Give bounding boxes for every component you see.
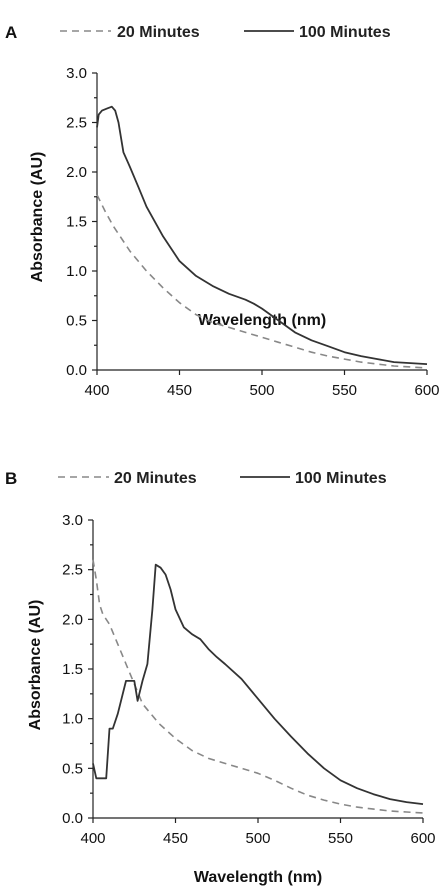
x-tick-label: 400 bbox=[80, 830, 105, 847]
x-tick-label: 600 bbox=[410, 830, 435, 847]
x-tick-label: 400 bbox=[84, 382, 109, 399]
series-line-100-minutes bbox=[92, 563, 424, 805]
chart-panel-a: A 20 Minutes 100 Minutes Absorbance (AU)… bbox=[5, 23, 440, 399]
y-tick-label: 0.5 bbox=[66, 313, 87, 330]
legend-label-20-minutes: 20 Minutes bbox=[117, 24, 200, 41]
y-tick-label: 0.0 bbox=[66, 362, 87, 379]
y-tick-label: 2.0 bbox=[66, 164, 87, 181]
y-tick-label: 1.5 bbox=[66, 214, 87, 231]
x-tick-label: 550 bbox=[328, 830, 353, 847]
panel-label-a: A bbox=[5, 23, 17, 42]
legend-label-100-minutes: 100 Minutes bbox=[295, 470, 387, 487]
x-tick-label: 450 bbox=[163, 830, 188, 847]
x-tick-label: 500 bbox=[245, 830, 270, 847]
y-axis-title: Absorbance (AU) bbox=[27, 600, 44, 731]
y-tick-label: 2.5 bbox=[62, 562, 83, 579]
x-tick-label: 450 bbox=[167, 382, 192, 399]
x-tick-label: 550 bbox=[332, 382, 357, 399]
y-tick-label: 0.5 bbox=[62, 760, 83, 777]
y-axis-title: Absorbance (AU) bbox=[29, 152, 46, 283]
series-line-20-minutes bbox=[92, 559, 424, 814]
chart-panel-b: B 20 Minutes 100 Minutes Absorbance (AU)… bbox=[5, 469, 436, 886]
y-tick-label: 3.0 bbox=[62, 512, 83, 529]
y-tick-label: 2.5 bbox=[66, 115, 87, 132]
series-line-20-minutes bbox=[96, 194, 428, 369]
y-tick-label: 2.0 bbox=[62, 611, 83, 628]
x-tick-label: 500 bbox=[249, 382, 274, 399]
y-tick-label: 1.0 bbox=[62, 711, 83, 728]
panel-label-b: B bbox=[5, 469, 17, 488]
y-tick-label: 1.5 bbox=[62, 661, 83, 678]
x-tick-label: 600 bbox=[414, 382, 439, 399]
legend-label-20-minutes: 20 Minutes bbox=[114, 470, 197, 487]
y-tick-label: 0.0 bbox=[62, 810, 83, 827]
x-axis-title: Wavelength (nm) bbox=[198, 312, 326, 329]
series-line-100-minutes bbox=[96, 105, 428, 365]
y-tick-label: 3.0 bbox=[66, 65, 87, 82]
y-tick-label: 1.0 bbox=[66, 263, 87, 280]
legend-label-100-minutes: 100 Minutes bbox=[299, 24, 391, 41]
x-axis-title: Wavelength (nm) bbox=[194, 869, 322, 886]
